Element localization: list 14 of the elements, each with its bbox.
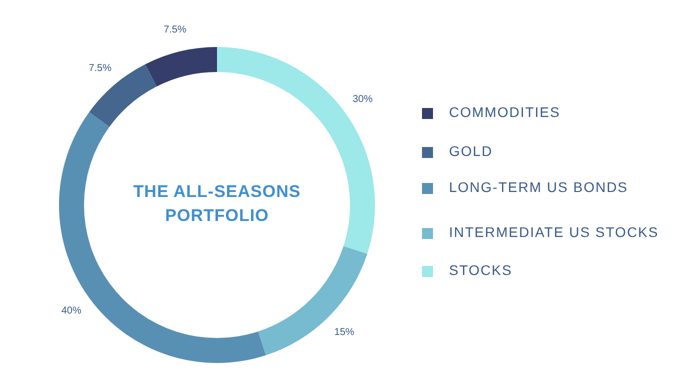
data-label: 7.5% xyxy=(88,62,112,74)
legend-label: LONG-TERM US BONDS xyxy=(449,178,628,195)
data-label: 7.5% xyxy=(164,24,186,36)
legend-label: INTERMEDIATE US STOCKS xyxy=(449,224,659,240)
legend-label: GOLD xyxy=(449,142,493,159)
donut-slice xyxy=(258,246,368,356)
text: THE ALL-SEASONS PORTFOLIO xyxy=(133,182,301,225)
donut-slice xyxy=(89,64,157,127)
data-label: 30% xyxy=(352,94,373,105)
legend-label: COMMODITIES xyxy=(449,104,560,120)
data-label: 40% xyxy=(61,305,82,316)
donut-slice xyxy=(145,47,217,86)
legend-label: STOCKS xyxy=(449,262,512,278)
data-label: 15% xyxy=(334,326,354,338)
